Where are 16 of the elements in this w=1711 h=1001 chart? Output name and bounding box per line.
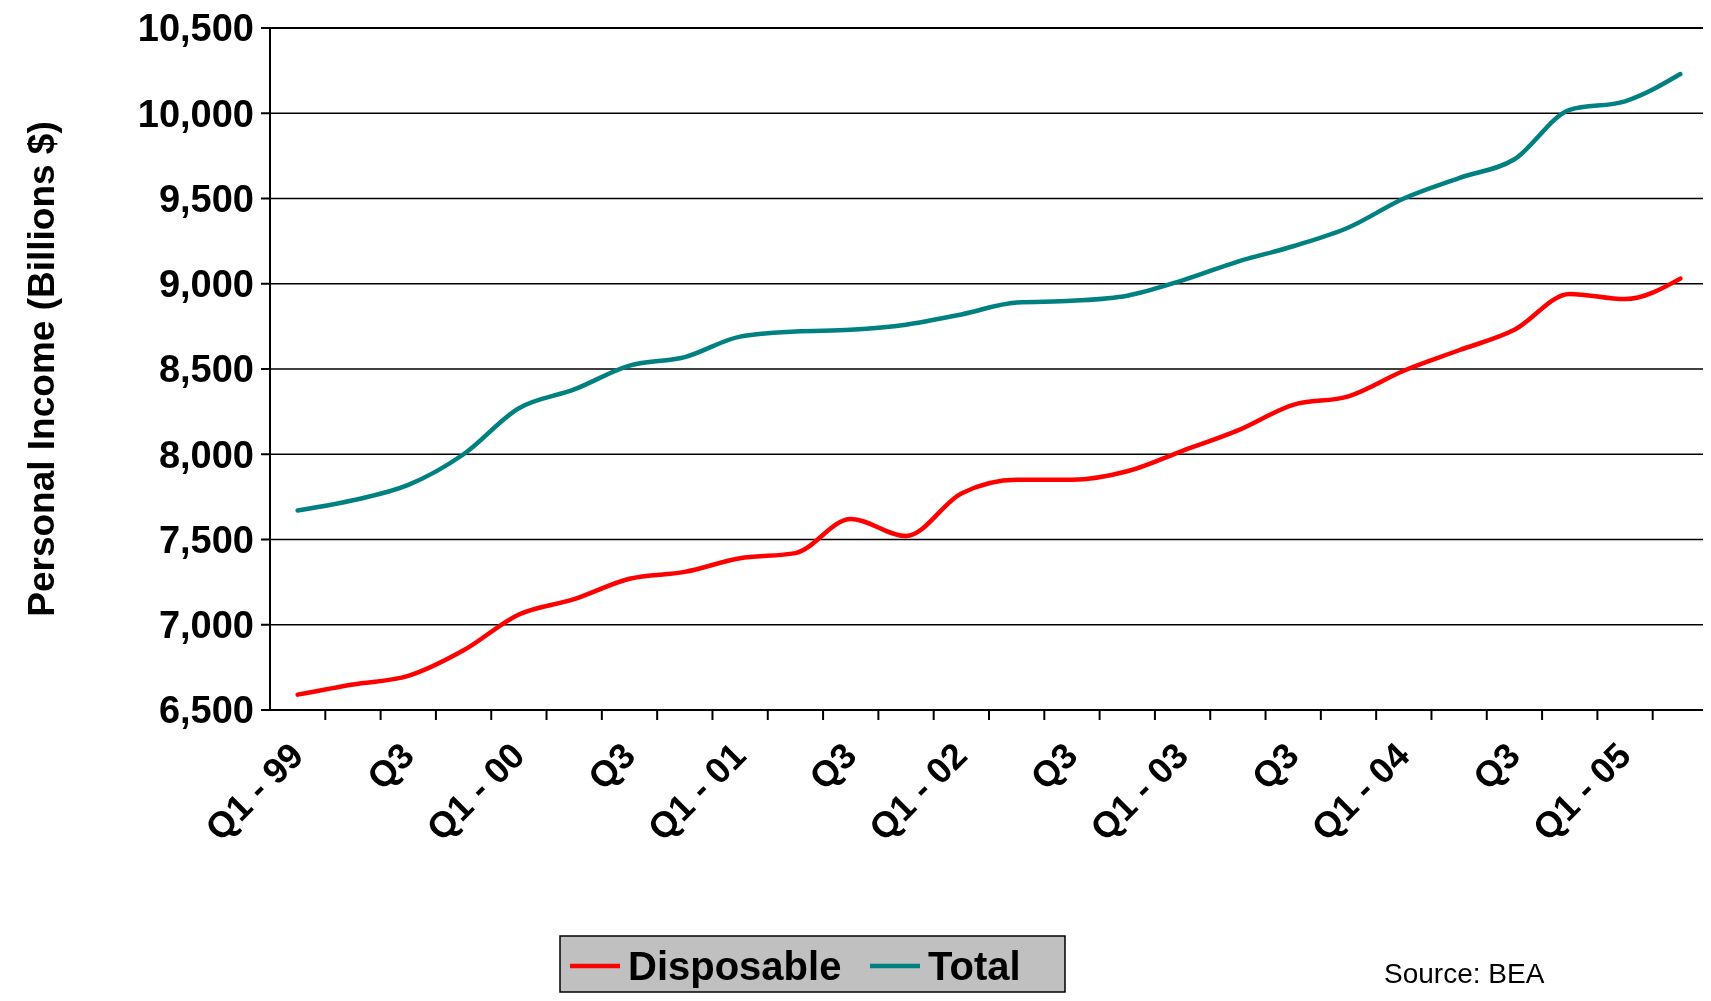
y-tick-label: 10,000	[137, 92, 254, 135]
line-series	[295, 71, 1683, 513]
y-tick-label: 8,000	[158, 433, 254, 476]
line-series	[295, 276, 1683, 697]
y-tick-label: 7,500	[158, 518, 254, 561]
y-tick-label: 10,500	[137, 7, 254, 50]
y-tick-label: 6,500	[158, 689, 254, 732]
y-tick-label: 9,000	[158, 263, 254, 306]
legend-label: Total	[928, 944, 1021, 989]
legend-label: Disposable	[628, 944, 842, 989]
x-tick-label: Q1 - 99	[197, 734, 312, 849]
y-tick-label: 7,000	[158, 604, 254, 647]
y-axis-title: Personal Income (Billions $)	[21, 121, 62, 617]
source-note: Source: BEA	[1384, 958, 1545, 989]
y-tick-label: 8,500	[158, 348, 254, 391]
y-tick-label: 9,500	[158, 177, 254, 220]
